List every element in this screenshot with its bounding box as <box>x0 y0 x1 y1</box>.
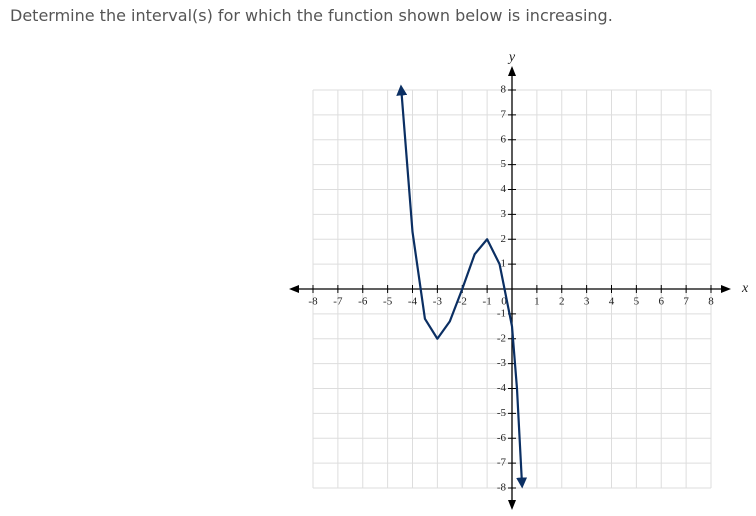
x-tick-label: 4 <box>609 296 615 308</box>
x-tick-label: -8 <box>308 296 318 308</box>
y-tick-label: -3 <box>497 357 507 369</box>
axis-arrow <box>721 285 731 293</box>
y-tick-label: 5 <box>501 158 507 170</box>
y-tick-label: 2 <box>501 233 507 245</box>
x-tick-label: -3 <box>433 296 443 308</box>
y-tick-label: 3 <box>501 208 507 220</box>
y-tick-label: 4 <box>501 183 507 195</box>
x-tick-label: -1 <box>483 296 492 308</box>
x-tick-label: -7 <box>333 296 343 308</box>
x-tick-label: -5 <box>383 296 393 308</box>
y-tick-label: -6 <box>497 432 507 444</box>
x-tick-label: 7 <box>683 296 689 308</box>
y-tick-label: -4 <box>497 382 507 394</box>
x-tick-label: -4 <box>408 296 418 308</box>
x-axis-label: x <box>741 281 749 296</box>
function-curve <box>396 84 528 489</box>
y-tick-label: -8 <box>497 482 507 494</box>
axis-arrow <box>508 66 516 76</box>
question: Determine the interval(s) for which the … <box>10 6 613 25</box>
axis-arrow <box>508 500 516 510</box>
x-tick-label: 2 <box>559 296 565 308</box>
x-tick-label: 1 <box>534 296 540 308</box>
axis-arrow <box>289 285 299 293</box>
x-tick-label: 5 <box>634 296 640 308</box>
y-tick-label: -1 <box>497 307 506 319</box>
y-tick-label: 8 <box>501 84 507 96</box>
y-tick-label: -2 <box>497 332 506 344</box>
y-tick-label: 6 <box>501 133 507 145</box>
y-tick-label: 7 <box>501 108 507 120</box>
x-tick-label: 8 <box>708 296 714 308</box>
y-tick-label: -7 <box>497 457 507 469</box>
x-tick-label: 6 <box>659 296 665 308</box>
y-tick-label: -5 <box>497 407 507 419</box>
y-axis-label: y <box>507 50 516 65</box>
x-tick-label: -6 <box>358 296 368 308</box>
x-tick-label: 3 <box>584 296 590 308</box>
